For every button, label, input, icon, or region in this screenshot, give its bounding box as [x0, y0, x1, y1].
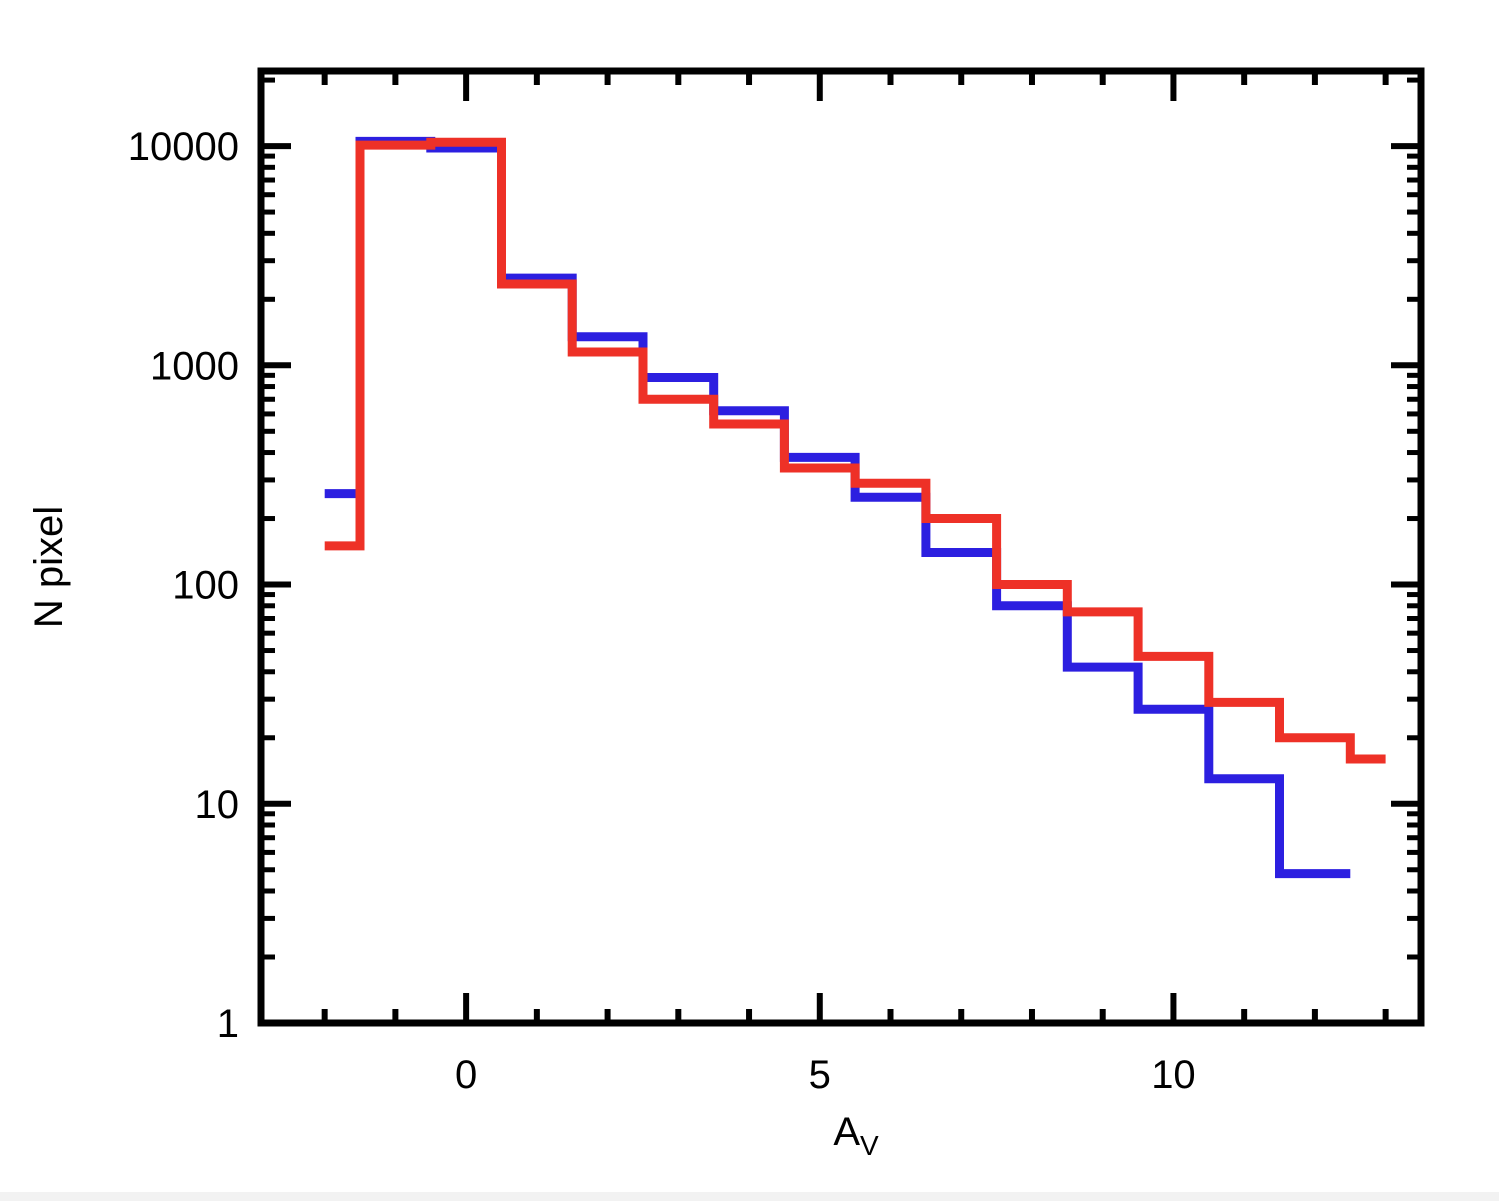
series-2-step-line	[324, 137, 1386, 764]
window-bottom-strip	[0, 1192, 1499, 1201]
axis-ticks	[261, 71, 1421, 1026]
y-tick-label: 100	[172, 564, 239, 608]
y-tick-label: 10	[195, 783, 240, 827]
y-tick-label: 10000	[128, 125, 239, 169]
series-layer	[324, 136, 1386, 879]
y-axis-label: N pixel	[27, 506, 71, 628]
x-axis-label: AV	[833, 1110, 879, 1161]
tick-labels: 0 5 10 1 10 100 1000 10000	[128, 125, 1196, 1097]
x-tick-label: 5	[809, 1053, 831, 1097]
plot-frame	[257, 67, 1425, 1027]
y-tick-label: 1000	[150, 344, 239, 388]
series-1-step-line	[324, 136, 1351, 879]
x-tick-label: 0	[455, 1053, 477, 1097]
x-tick-label: 10	[1151, 1053, 1196, 1097]
y-tick-label: 1	[217, 1002, 239, 1046]
